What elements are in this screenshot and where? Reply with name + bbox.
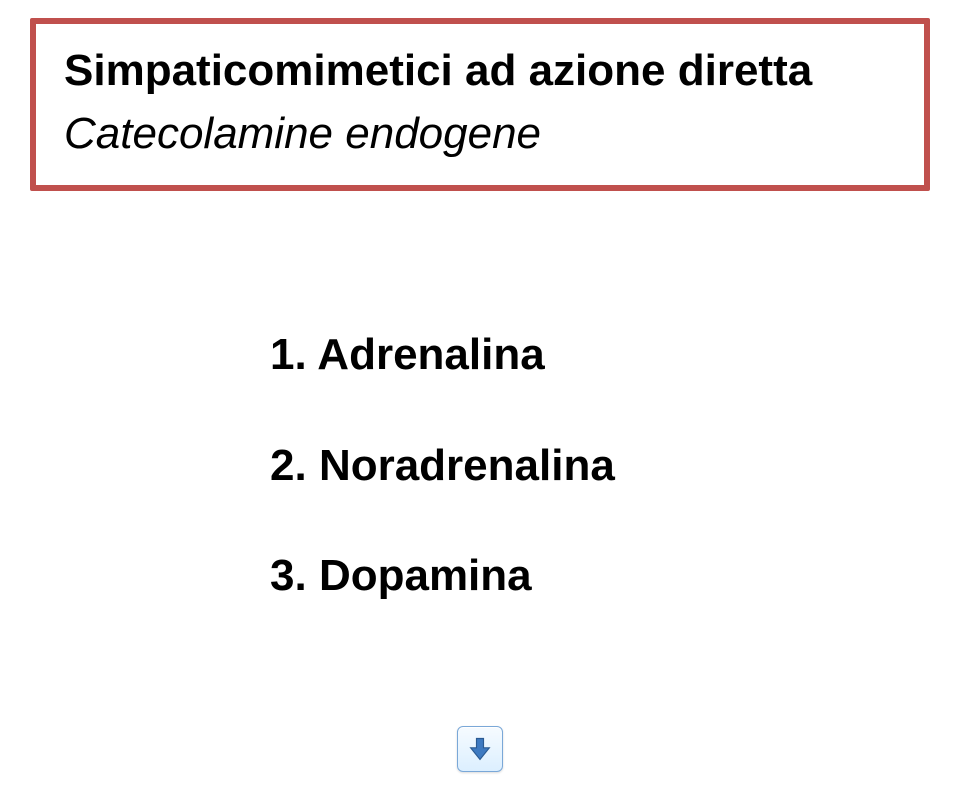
arrow-down-icon <box>466 735 494 763</box>
title-line2: Catecolamine endogene <box>64 109 896 160</box>
title-line1: Simpaticomimetici ad azione diretta <box>64 46 896 97</box>
item-number: 2. <box>270 441 307 490</box>
list-item: 2. Noradrenalina <box>270 441 615 492</box>
item-label: Dopamina <box>319 551 532 600</box>
item-label: Noradrenalina <box>319 441 615 490</box>
item-label: Adrenalina <box>317 330 544 379</box>
slide: Simpaticomimetici ad azione diretta Cate… <box>0 0 960 790</box>
list-item: 3. Dopamina <box>270 551 615 602</box>
item-number: 1. <box>270 330 307 379</box>
title-box: Simpaticomimetici ad azione diretta Cate… <box>30 18 930 191</box>
list-item: 1. Adrenalina <box>270 330 615 381</box>
item-number: 3. <box>270 551 307 600</box>
next-arrow-button[interactable] <box>457 726 503 772</box>
item-list: 1. Adrenalina 2. Noradrenalina 3. Dopami… <box>270 330 615 662</box>
